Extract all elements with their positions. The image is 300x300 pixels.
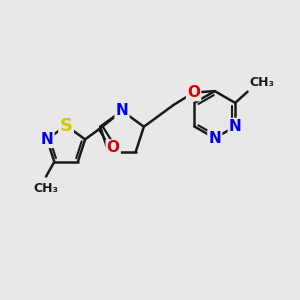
Text: CH₃: CH₃: [34, 182, 58, 195]
Text: S: S: [60, 117, 73, 135]
Text: CH₃: CH₃: [249, 76, 274, 89]
Text: O: O: [187, 85, 200, 100]
Text: N: N: [41, 132, 53, 147]
Text: N: N: [116, 103, 128, 118]
Text: N: N: [208, 131, 221, 146]
Text: O: O: [107, 140, 120, 155]
Text: N: N: [229, 119, 242, 134]
